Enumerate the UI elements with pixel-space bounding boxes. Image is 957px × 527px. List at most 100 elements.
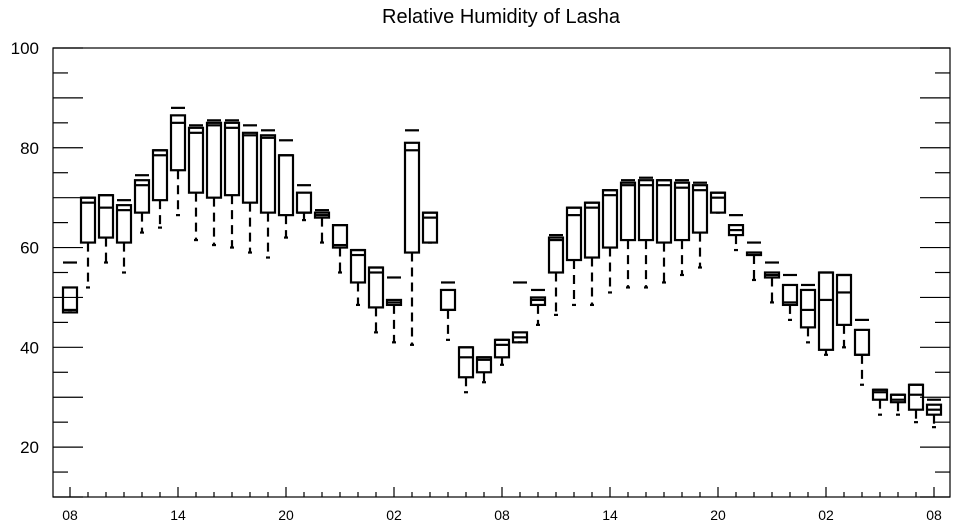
chart-title: Relative Humidity of Lasha — [382, 6, 621, 28]
plot-area-frame — [52, 47, 951, 498]
box — [331, 224, 349, 249]
x-tick-label: 14 — [170, 507, 186, 523]
box — [97, 194, 115, 239]
box-item — [781, 273, 799, 321]
box-item — [133, 174, 151, 234]
box-item — [259, 129, 277, 259]
box — [133, 179, 151, 214]
box — [349, 248, 367, 284]
box — [205, 121, 223, 199]
x-tick-label: 14 — [602, 507, 618, 523]
box-item — [367, 266, 385, 334]
box — [367, 266, 385, 309]
box — [223, 121, 241, 197]
box-series — [61, 106, 943, 429]
box — [619, 181, 637, 242]
box — [151, 149, 169, 202]
box-item — [547, 233, 565, 317]
box — [547, 236, 565, 274]
box-item — [205, 119, 223, 247]
box-item — [151, 149, 169, 229]
box-item — [511, 281, 529, 344]
box-item — [331, 224, 349, 274]
box — [871, 388, 889, 401]
box-item — [223, 119, 241, 249]
box — [493, 338, 511, 359]
box — [529, 296, 547, 307]
box-item — [493, 338, 511, 366]
box-item — [871, 388, 889, 416]
box — [673, 181, 691, 242]
box-item — [745, 241, 763, 282]
box — [457, 346, 475, 379]
box-item — [673, 179, 691, 277]
box — [439, 288, 457, 312]
box-item — [691, 181, 709, 269]
box — [655, 179, 673, 244]
box — [781, 283, 799, 307]
box — [853, 328, 871, 356]
box — [79, 196, 97, 244]
x-tick-label: 20 — [278, 507, 294, 523]
box-item — [709, 191, 727, 214]
box — [61, 286, 79, 314]
box-item — [79, 196, 97, 289]
y-axis: 20 40 60 80 100 — [11, 39, 950, 498]
box — [241, 131, 259, 204]
box-item — [349, 248, 367, 307]
box-item — [637, 176, 655, 289]
y-tick-label: 60 — [20, 239, 39, 258]
box-item — [799, 283, 817, 344]
box-item — [619, 179, 637, 289]
box-item — [601, 189, 619, 294]
box — [475, 356, 493, 374]
x-tick-label: 02 — [818, 507, 834, 523]
box-item — [907, 383, 925, 424]
box-item — [565, 206, 583, 307]
x-tick-label: 02 — [386, 507, 402, 523]
box — [907, 383, 925, 411]
box-item — [403, 129, 421, 346]
box-item — [475, 356, 493, 384]
box — [187, 126, 205, 194]
x-tick-label: 08 — [62, 507, 78, 523]
box-item — [241, 124, 259, 254]
x-tick-label: 08 — [926, 507, 942, 523]
box-item — [583, 201, 601, 307]
box — [637, 179, 655, 242]
box — [277, 154, 295, 217]
x-tick-label: 08 — [494, 507, 510, 523]
box — [835, 273, 853, 326]
box — [691, 184, 709, 234]
box — [889, 393, 907, 404]
box — [169, 114, 187, 172]
box-item — [835, 273, 853, 349]
box-item — [925, 398, 943, 429]
box-item — [61, 261, 79, 314]
y-tick-label: 40 — [20, 338, 39, 357]
y-tick-label: 20 — [20, 438, 39, 457]
box — [259, 134, 277, 214]
box-item — [313, 209, 331, 244]
box — [601, 189, 619, 249]
box-item — [115, 199, 133, 274]
box-item — [889, 393, 907, 416]
y-tick-label: 100 — [11, 39, 39, 58]
y-tick-label: 80 — [20, 139, 39, 158]
box-item — [277, 139, 295, 239]
box — [583, 201, 601, 259]
box-item — [295, 184, 313, 222]
box — [403, 141, 421, 254]
box-item — [385, 276, 403, 344]
x-tick-label: 20 — [710, 507, 726, 523]
box — [817, 271, 835, 351]
box-item — [97, 194, 115, 264]
box — [709, 191, 727, 214]
box-item — [763, 261, 781, 304]
box-item — [457, 346, 475, 394]
box-item — [727, 214, 745, 252]
x-axis: 08 14 20 02 08 14 20 02 08 — [62, 487, 942, 523]
box — [295, 191, 313, 214]
